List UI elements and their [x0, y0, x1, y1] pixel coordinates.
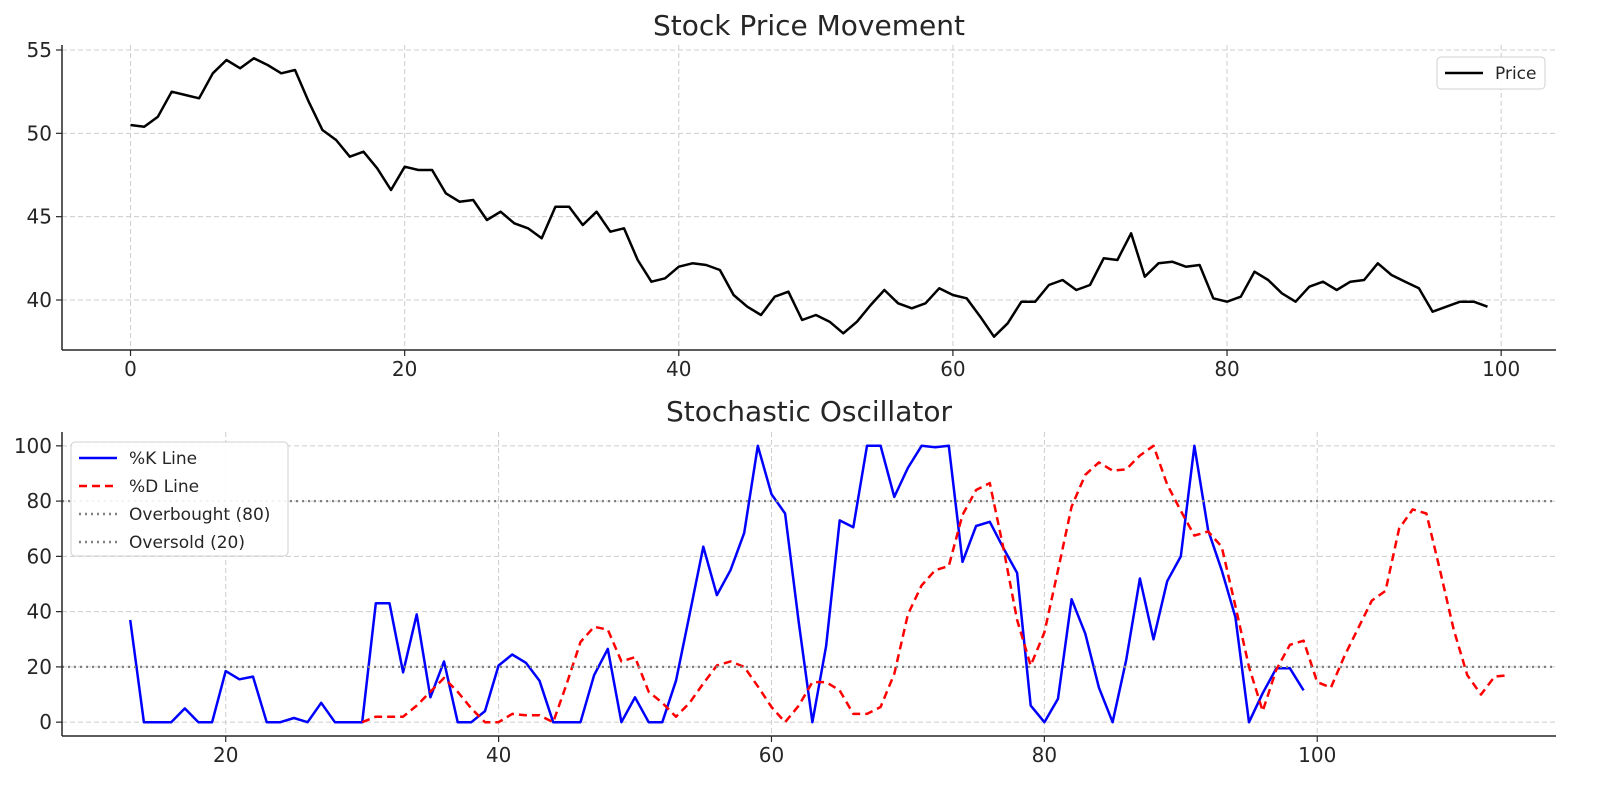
y-tick-label: 55	[27, 38, 52, 62]
y-tick-label: 40	[27, 600, 52, 624]
legend-label: %K Line	[129, 449, 197, 469]
y-tick-label: 60	[27, 544, 52, 568]
x-tick-label: 20	[213, 743, 238, 767]
legend-box	[70, 441, 289, 557]
legend-label: %D Line	[129, 477, 199, 497]
y-tick-label: 40	[27, 288, 52, 312]
chart-panel-2: Stochastic Oscillator 20 40 60 80 100 0 20 40 60 8…	[14, 395, 1556, 767]
x-tick-label: 20	[392, 357, 417, 381]
legend: Price	[1436, 56, 1546, 90]
y-tick-label: 50	[27, 121, 52, 145]
y-tick-label: 80	[27, 489, 52, 513]
y-tick-label: 100	[14, 434, 52, 458]
chart-title: Stock Price Movement	[653, 9, 965, 42]
x-tick-label: 60	[759, 743, 784, 767]
x-tick-label: 100	[1298, 743, 1336, 767]
x-tick-label: 100	[1482, 357, 1520, 381]
legend: %K Line %D Line Overbought (80) Oversold (2…	[70, 441, 289, 557]
x-tick-label: 0	[124, 357, 137, 381]
y-tick-label: 45	[27, 205, 52, 229]
series-line-k-line	[128, 444, 1305, 724]
x-tick-label: 80	[1214, 357, 1239, 381]
legend-label: Overbought (80)	[129, 505, 270, 525]
y-tick-label: 0	[39, 710, 52, 734]
x-tick-label: 40	[666, 357, 691, 381]
y-tick-label: 20	[27, 655, 52, 679]
x-tick-label: 80	[1032, 743, 1057, 767]
series-line-price	[130, 57, 1488, 338]
chart-panel-1: Stock Price Movement 0 20 40 60 80 100 40 45 50 55…	[27, 9, 1556, 381]
chart-title: Stochastic Oscillator	[666, 395, 952, 428]
legend-box	[1436, 56, 1546, 90]
x-tick-label: 40	[486, 743, 511, 767]
x-tick-label: 60	[940, 357, 965, 381]
legend-label: Oversold (20)	[129, 533, 245, 553]
legend-label: Price	[1495, 64, 1536, 84]
